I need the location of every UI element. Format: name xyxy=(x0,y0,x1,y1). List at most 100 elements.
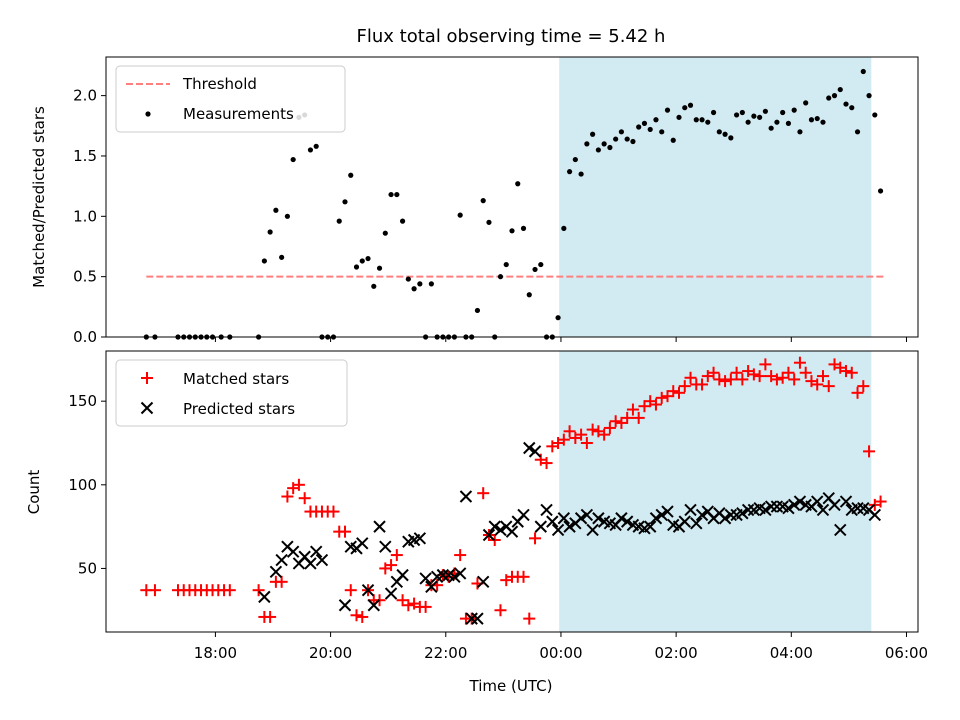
measurement-point xyxy=(342,199,348,205)
measurement-point xyxy=(261,258,267,264)
legend-predicted-label: Predicted stars xyxy=(183,400,295,418)
predicted-star-marker xyxy=(620,515,634,528)
measurement-point xyxy=(417,281,423,287)
predicted-star-marker xyxy=(459,490,473,503)
top-y-tick-label: 0.5 xyxy=(73,268,97,286)
measurement-point xyxy=(670,137,676,143)
x-tick-label: 00:00 xyxy=(539,644,582,662)
matched-star-marker xyxy=(327,505,340,518)
bottom-axes-frame xyxy=(105,350,919,633)
measurement-point xyxy=(659,129,665,135)
matched-star-marker xyxy=(811,378,824,391)
matched-star-marker xyxy=(275,575,288,588)
matched-star-marker xyxy=(598,428,611,441)
measurement-point xyxy=(578,171,584,177)
predicted-star-marker xyxy=(315,553,329,567)
matched-star-marker xyxy=(793,356,806,369)
matched-star-marker xyxy=(292,478,305,491)
bottom-legend: Matched stars Predicted stars xyxy=(115,359,348,427)
measurement-point xyxy=(676,114,682,120)
matched-star-marker xyxy=(696,378,709,391)
predicted-star-marker xyxy=(425,580,438,594)
matched-star-marker xyxy=(338,525,351,538)
measurement-point xyxy=(877,188,884,194)
x-tick-label: 18:00 xyxy=(194,644,237,662)
matched-star-marker xyxy=(148,584,161,597)
matched-star-marker xyxy=(863,445,876,458)
measurement-point xyxy=(313,143,319,149)
predicted-star-marker xyxy=(764,500,778,513)
predicted-star-marker xyxy=(695,508,709,522)
matched-star-marker xyxy=(621,411,634,424)
bottom-panel: 50 100 150 18:00 20:00 22:00 00:00 02:00 04:00 06… xyxy=(25,350,928,695)
legend-measurements-label: Measurements xyxy=(183,105,294,123)
predicted-star-marker xyxy=(615,512,628,525)
predicted-star-marker xyxy=(523,441,536,455)
predicted-star-marker xyxy=(286,545,300,558)
bottom-y-tick-label: 150 xyxy=(68,392,97,410)
predicted-star-marker xyxy=(528,445,542,458)
predicted-star-marker xyxy=(494,523,507,537)
bottom-y-tick-label: 100 xyxy=(68,476,97,494)
measurement-point xyxy=(538,261,544,268)
matched-star-marker xyxy=(724,373,737,386)
measurement-point xyxy=(647,126,653,133)
top-panel: 0.00.51.01.52.0 Matched/Predicted stars … xyxy=(30,56,919,346)
predicted-star-marker xyxy=(471,612,484,625)
matched-star-marker xyxy=(747,368,760,381)
measurement-point xyxy=(826,95,832,101)
top-y-tick-label: 2.0 xyxy=(73,87,97,105)
matched-star-marker xyxy=(557,433,570,446)
bottom-observing-span xyxy=(559,351,872,632)
predicted-star-marker xyxy=(356,537,369,550)
matched-star-marker xyxy=(730,366,743,379)
matched-star-marker xyxy=(523,612,536,625)
measurement-point xyxy=(307,147,314,153)
measurement-point xyxy=(382,230,388,236)
measurement-point xyxy=(872,112,878,118)
measurement-point xyxy=(284,213,291,219)
measurement-point xyxy=(618,129,625,135)
matched-star-marker xyxy=(356,610,369,623)
matched-star-marker xyxy=(816,370,829,383)
matched-star-marker xyxy=(350,609,363,622)
predicted-star-marker xyxy=(851,502,864,515)
x-tick-label: 20:00 xyxy=(309,644,352,662)
matched-star-marker xyxy=(563,425,576,438)
predicted-star-marker xyxy=(338,599,352,612)
matched-star-marker xyxy=(736,373,749,386)
measurement-point xyxy=(843,101,849,107)
matched-star-marker xyxy=(396,594,409,607)
matched-star-marker xyxy=(707,366,720,379)
measurement-point xyxy=(682,105,688,111)
matched-star-marker xyxy=(667,385,680,398)
measurement-point xyxy=(664,107,671,113)
measurement-point xyxy=(555,315,561,321)
predicted-star-marker xyxy=(834,523,847,537)
measurement-point xyxy=(353,264,360,270)
bottom-ylabel: Count xyxy=(25,470,43,515)
matched-star-marker xyxy=(390,549,403,562)
predicted-star-marker xyxy=(759,503,772,517)
matched-star-marker xyxy=(529,532,542,545)
top-axes-frame xyxy=(105,56,919,338)
predicted-star-marker xyxy=(811,495,824,508)
matched-star-marker xyxy=(454,549,467,562)
measurement-point xyxy=(803,100,809,106)
matched-star-marker xyxy=(615,416,628,429)
predicted-star-marker xyxy=(787,498,801,512)
matched-star-marker xyxy=(632,411,645,424)
top-y-tick-label: 0.0 xyxy=(73,328,97,346)
matched-star-marker xyxy=(264,610,277,623)
predicted-star-marker xyxy=(258,590,271,604)
matched-star-marker xyxy=(494,604,507,617)
matched-star-marker xyxy=(655,391,668,404)
measurement-point xyxy=(820,119,826,125)
measurement-point xyxy=(699,117,705,123)
measurement-point xyxy=(480,198,486,204)
measurement-point xyxy=(572,156,578,163)
legend-measurements-swatch xyxy=(145,111,151,117)
measurement-point xyxy=(584,141,590,147)
matched-star-marker xyxy=(540,457,553,470)
